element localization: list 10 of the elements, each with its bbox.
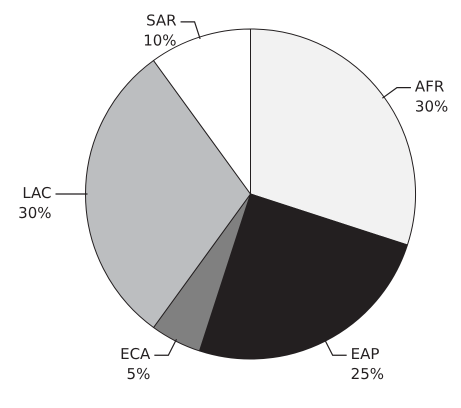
slice-label: SAR	[146, 12, 177, 30]
slice-label: LAC	[22, 184, 52, 202]
data-label: 10%	[143, 32, 177, 50]
data-label: 25%	[350, 365, 384, 384]
slice-label: AFR	[414, 78, 444, 96]
slice-label: EAP	[350, 345, 380, 364]
data-label: 5%	[126, 365, 150, 384]
data-label: 30%	[18, 204, 52, 222]
data-label: 30%	[414, 98, 448, 116]
slice-label: ECA	[120, 345, 152, 364]
